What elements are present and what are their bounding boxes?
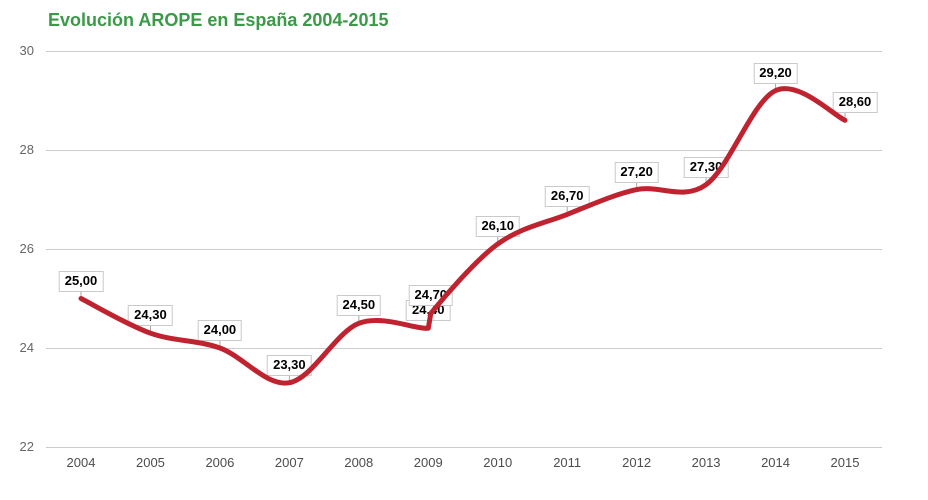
chart-title: Evolución AROPE en España 2004-2015 (48, 10, 389, 30)
